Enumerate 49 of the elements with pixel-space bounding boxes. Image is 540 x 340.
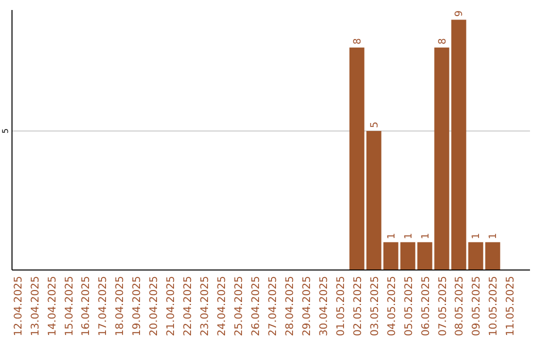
bar xyxy=(349,48,364,270)
bar xyxy=(366,130,382,270)
bar xyxy=(383,242,398,270)
x-tick-label: 01.05.2025 xyxy=(334,276,347,336)
data-label: 8 xyxy=(437,38,448,45)
x-tick-label: 09.05.2025 xyxy=(470,276,483,336)
data-label: 1 xyxy=(488,232,500,240)
x-tick-label: 25.04.2025 xyxy=(233,276,246,336)
x-tick-label: 28.04.2025 xyxy=(284,276,296,336)
bar xyxy=(451,20,466,270)
bar xyxy=(485,242,500,270)
x-tick-label: 26.04.2025 xyxy=(250,276,262,336)
x-tick-label: 13.04.2025 xyxy=(29,276,42,336)
data-label: 5 xyxy=(369,122,380,128)
x-tick-label: 07.05.2025 xyxy=(436,276,449,336)
data-label: 1 xyxy=(403,232,414,240)
data-label: 1 xyxy=(420,232,432,240)
data-label: 9 xyxy=(454,10,466,17)
x-tick-label: 11.05.2025 xyxy=(504,276,517,336)
x-tick-label: 12.04.2025 xyxy=(12,276,24,336)
x-tick-label: 20.04.2025 xyxy=(148,276,160,336)
x-tick-label: 06.05.2025 xyxy=(420,276,432,336)
x-tick-label: 03.05.2025 xyxy=(368,276,381,336)
data-label: 1 xyxy=(471,232,482,240)
x-tick-label: 10.05.2025 xyxy=(488,276,500,336)
x-tick-label: 19.04.2025 xyxy=(131,276,144,336)
x-tick-label: 30.04.2025 xyxy=(318,276,330,336)
ref-line-label: 5 xyxy=(1,128,10,134)
x-tick-label: 04.05.2025 xyxy=(386,276,398,336)
x-tick-label: 27.04.2025 xyxy=(266,276,279,336)
x-tick-label: 24.04.2025 xyxy=(216,276,228,336)
bar xyxy=(434,48,450,270)
data-label: 1 xyxy=(386,232,398,240)
x-tick-label: 22.04.2025 xyxy=(182,276,194,336)
x-tick-label: 02.05.2025 xyxy=(352,276,364,336)
x-tick-label: 16.04.2025 xyxy=(80,276,92,336)
x-tick-label: 14.04.2025 xyxy=(46,276,58,336)
x-tick-label: 17.04.2025 xyxy=(97,276,110,336)
bar xyxy=(417,242,432,270)
x-tick-label: 05.05.2025 xyxy=(402,276,415,336)
x-tick-label: 21.04.2025 xyxy=(165,276,178,336)
bar xyxy=(400,242,416,270)
data-label: 8 xyxy=(352,38,364,45)
x-tick-label: 18.04.2025 xyxy=(114,276,126,336)
bar xyxy=(468,242,484,270)
x-tick-label: 29.04.2025 xyxy=(300,276,313,336)
x-tick-label: 08.05.2025 xyxy=(454,276,466,336)
x-tick-label: 15.04.2025 xyxy=(63,276,76,336)
x-tick-label: 23.04.2025 xyxy=(199,276,212,336)
